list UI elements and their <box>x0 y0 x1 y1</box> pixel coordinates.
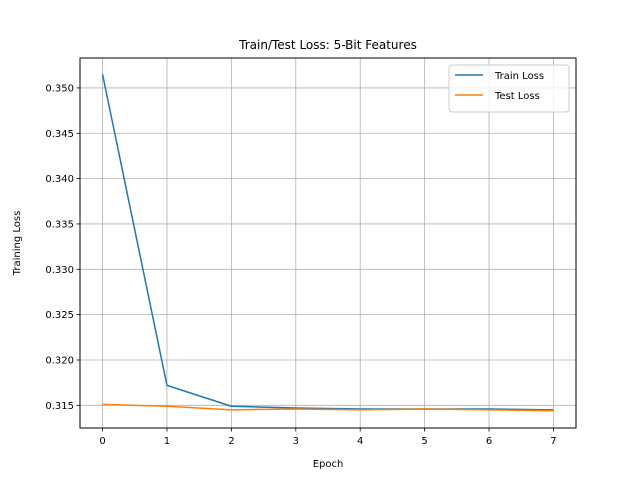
x-tick-label: 3 <box>293 436 299 447</box>
legend: Train Loss Test Loss <box>448 64 570 113</box>
x-tick-label: 1 <box>164 436 170 447</box>
x-tick-label: 4 <box>357 436 363 447</box>
y-tick-label: 0.350 <box>45 83 74 94</box>
series-line-train-loss <box>101 74 554 411</box>
chart-title: Train/Test Loss: 5-Bit Features <box>238 38 417 52</box>
y-tick-label: 0.335 <box>45 219 74 230</box>
x-axis: 0 1 2 3 4 5 6 7 <box>99 428 557 447</box>
x-tick-label: 6 <box>486 436 492 447</box>
y-axis: 0.315 0.320 0.325 0.330 0.335 0.340 0.345 0.350 <box>45 83 80 412</box>
x-tick-label: 5 <box>421 436 427 447</box>
plot-frame <box>79 57 577 429</box>
x-tick-label: 0 <box>99 436 105 447</box>
y-tick-label: 0.320 <box>45 355 74 366</box>
series-line-test-loss <box>102 403 554 412</box>
legend-label: Test Loss <box>494 91 540 102</box>
x-tick-label: 7 <box>550 436 556 447</box>
legend-label: Train Loss <box>494 71 544 82</box>
grid-lines <box>80 58 576 428</box>
legend-box <box>448 64 570 113</box>
y-tick-label: 0.325 <box>45 310 74 321</box>
series-lines <box>101 74 554 412</box>
y-axis-label: Training Loss <box>12 211 23 277</box>
y-tick-label: 0.340 <box>45 174 74 185</box>
x-axis-label: Epoch <box>313 459 344 470</box>
y-tick-label: 0.315 <box>45 401 74 412</box>
y-tick-label: 0.345 <box>45 129 74 140</box>
y-tick-label: 0.330 <box>45 265 74 276</box>
x-tick-label: 2 <box>228 436 234 447</box>
